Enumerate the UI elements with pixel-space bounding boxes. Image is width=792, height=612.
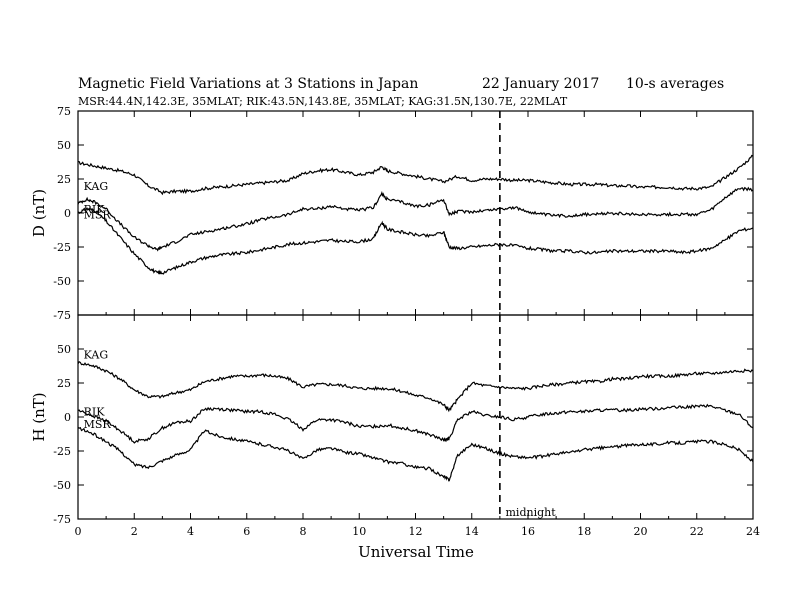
x-tick-label: 2 [131, 525, 138, 538]
h-panel-frame [77, 314, 754, 520]
x-tick-label: 10 [352, 525, 366, 538]
chart-title: Magnetic Field Variations at 3 Stations … [78, 76, 418, 92]
x-tick-label: 18 [577, 525, 591, 538]
chart-date: 22 January 2017 [482, 76, 599, 92]
x-tick-label: 6 [243, 525, 250, 538]
d-y-tick-label: 75 [57, 105, 71, 118]
h-y-tick-label: 50 [57, 343, 71, 356]
d-series-kag [77, 154, 754, 196]
d-station-label-rik: RIK [84, 203, 106, 216]
x-tick-label: 22 [690, 525, 704, 538]
h-y-tick-label: -25 [53, 445, 71, 458]
midnight-annotation: midnight [506, 506, 557, 519]
chart-averaging: 10-s averages [626, 76, 724, 92]
x-axis-label: Universal Time [358, 543, 474, 561]
h-axis-label: H (nT) [30, 392, 48, 441]
x-tick-label: 14 [465, 525, 479, 538]
x-tick-label: 4 [187, 525, 194, 538]
d-axis-label: D (nT) [30, 189, 48, 237]
d-series-msr [77, 207, 754, 275]
x-tick-label: 8 [300, 525, 307, 538]
d-panel-frame [77, 110, 754, 316]
h-station-label-msr: MSR [84, 418, 112, 431]
h-y-tick-label: 0 [64, 411, 71, 424]
x-tick-label: 16 [521, 525, 535, 538]
d-y-tick-label: -25 [53, 241, 71, 254]
h-series-msr [77, 426, 754, 482]
chart-subtitle: MSR:44.4N,142.3E, 35MLAT; RIK:43.5N,143.… [78, 95, 568, 108]
d-y-tick-label: 25 [57, 173, 71, 186]
h-station-label-rik: RIK [84, 406, 106, 419]
h-series-rik [77, 403, 754, 444]
x-tick-label: 20 [634, 525, 648, 538]
d-y-tick-label: 0 [64, 207, 71, 220]
x-tick-label: 24 [746, 525, 760, 538]
x-tick-label: 12 [409, 525, 423, 538]
d-series-rik [77, 186, 754, 252]
d-y-tick-label: 50 [57, 139, 71, 152]
h-y-tick-label: -50 [53, 479, 71, 492]
d-station-label-msr: MSR [84, 208, 112, 221]
h-series-kag [77, 361, 754, 413]
h-station-label-kag: KAG [84, 349, 109, 362]
d-y-tick-label: -50 [53, 275, 71, 288]
x-tick-label: 0 [75, 525, 82, 538]
h-y-tick-label: 25 [57, 377, 71, 390]
d-station-label-kag: KAG [84, 180, 109, 193]
h-y-tick-label: -75 [53, 513, 71, 526]
d-y-tick-label: -75 [53, 309, 71, 322]
